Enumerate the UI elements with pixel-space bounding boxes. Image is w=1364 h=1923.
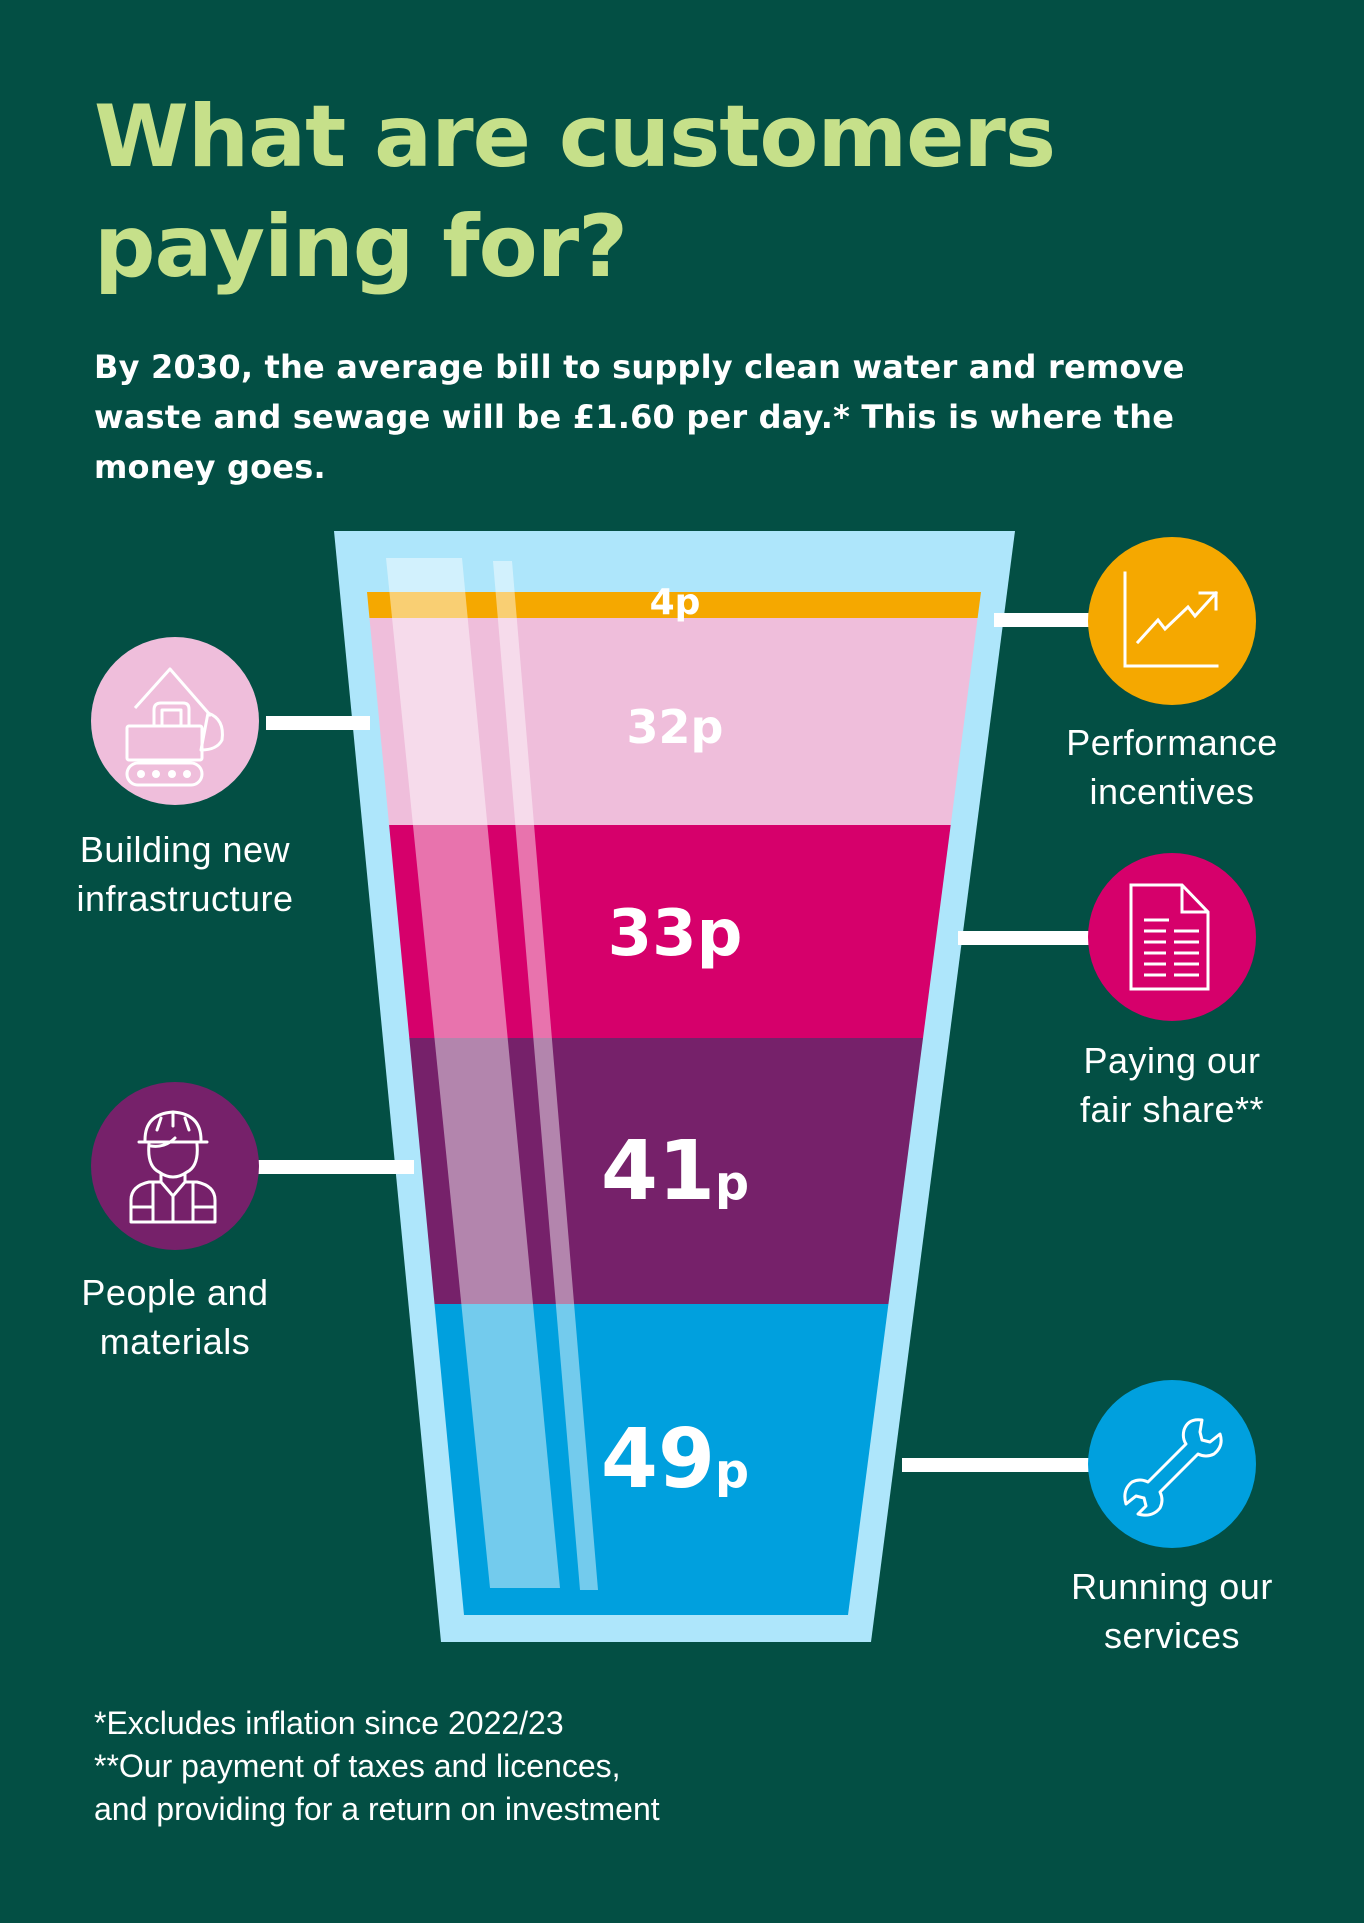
liquid-layer-fair_share [389, 825, 951, 1038]
label-line-1: People and [81, 1272, 269, 1313]
running-services-badge [1088, 1380, 1256, 1548]
value-unit: p [690, 700, 724, 754]
value-unit: p [715, 1444, 750, 1499]
value-number: 32 [626, 700, 691, 754]
line-chart-up-icon [1123, 571, 1219, 668]
title-line-1: What are customers [94, 87, 1056, 187]
title-line-2: paying for? [94, 197, 628, 297]
value-number: 49 [600, 1412, 716, 1507]
value-label-infrastructure: 32p [627, 704, 724, 750]
category-label-people: People and materials [15, 1268, 335, 1366]
fair-share-badge [1088, 853, 1256, 1021]
intro-paragraph: By 2030, the average bill to supply clea… [94, 342, 1284, 492]
footnotes: *Excludes inflation since 2022/23 **Our … [94, 1702, 660, 1831]
construction-worker-icon [129, 1110, 217, 1224]
excavator-icon [125, 667, 224, 787]
building-infrastructure-badge [91, 637, 259, 805]
value-label-fair-share: 33p [608, 902, 743, 966]
value-label-performance: 4p [650, 585, 701, 621]
value-unit: p [715, 1156, 750, 1211]
category-label-services: Running our services [1012, 1562, 1332, 1660]
footnote-2: **Our payment of taxes and licences, [94, 1748, 621, 1784]
liquid-layer-performance [367, 592, 981, 618]
label-line-1: Building new [79, 829, 291, 870]
intro-line-1: By 2030, the average bill to supply clea… [94, 348, 1185, 386]
performance-incentives-badge [1088, 537, 1256, 705]
liquid-layer-services [434, 1304, 889, 1615]
connector-fair-share [958, 931, 1090, 945]
liquid-layer-infrastructure [369, 618, 978, 825]
page-title: What are customers paying for? [94, 82, 1294, 302]
intro-line-2: waste and sewage will be £1.60 per day.*… [94, 398, 1175, 436]
glass-highlight-thin [493, 561, 598, 1590]
label-line-2: infrastructure [76, 878, 294, 919]
label-line-2: materials [99, 1321, 251, 1362]
footnote-1: *Excludes inflation since 2022/23 [94, 1705, 564, 1741]
label-line-2: fair share** [1079, 1089, 1265, 1130]
value-unit: p [674, 582, 701, 623]
connector-people [258, 1160, 414, 1174]
value-number: 41 [600, 1124, 716, 1219]
people-materials-badge [91, 1082, 259, 1250]
value-unit: p [696, 897, 743, 971]
value-number: 33 [607, 897, 697, 971]
category-label-fair-share: Paying our fair share** [1012, 1036, 1332, 1134]
label-line-2: incentives [1089, 771, 1255, 812]
connector-services [902, 1458, 1090, 1472]
category-label-infrastructure: Building new infrastructure [25, 825, 345, 923]
footnote-2-cont: and providing for a return on investment [94, 1791, 660, 1827]
label-line-1: Paying our [1083, 1040, 1261, 1081]
liquid-layers [367, 592, 981, 1615]
document-icon [1129, 883, 1210, 991]
value-label-people: 41p [601, 1131, 749, 1213]
label-line-1: Performance [1066, 722, 1278, 763]
label-line-2: services [1103, 1615, 1241, 1656]
wrench-icon [1123, 1418, 1223, 1517]
label-line-1: Running our [1071, 1566, 1273, 1607]
value-label-services: 49p [601, 1419, 749, 1501]
intro-line-3: money goes. [94, 448, 326, 486]
glass-highlight-wide [386, 558, 560, 1588]
connector-infrastructure [266, 716, 370, 730]
value-number: 4 [649, 582, 675, 623]
liquid-layer-people [409, 1038, 924, 1304]
category-label-performance: Performance incentives [1012, 718, 1332, 816]
connector-performance [994, 613, 1090, 627]
